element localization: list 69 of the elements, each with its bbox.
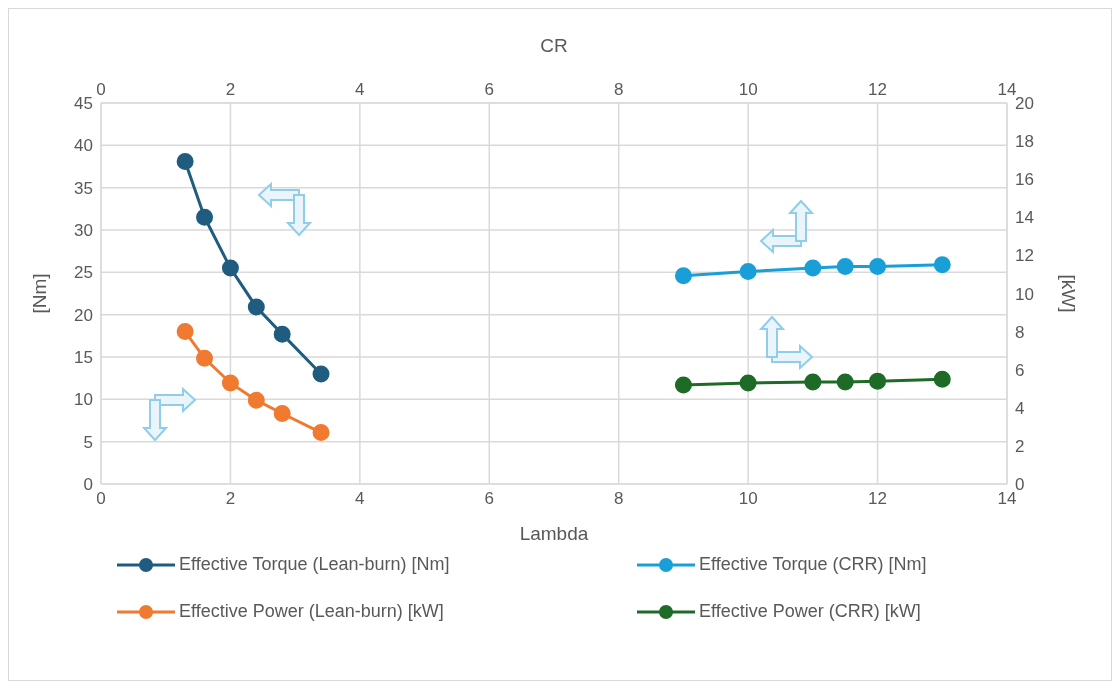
legend-label: Effective Torque (Lean-burn) [Nm] <box>179 554 450 575</box>
point <box>836 257 854 275</box>
x2-tick-label: 14 <box>997 489 1017 509</box>
x2-tick-label: 6 <box>484 489 495 509</box>
y-tick-label: 45 <box>74 94 93 114</box>
y-tick-label: 15 <box>74 348 93 368</box>
y-tick-label: 30 <box>74 221 93 241</box>
y-tick-label: 40 <box>74 136 93 156</box>
point <box>273 325 291 343</box>
y-tick-label: 5 <box>83 432 93 452</box>
point <box>176 152 194 170</box>
x2-tick-label: 2 <box>225 489 236 509</box>
y-tick-label: 10 <box>74 390 93 410</box>
x-tick-label: 10 <box>738 80 758 99</box>
x2-tick-label: 10 <box>738 489 758 509</box>
x2-tick-label: 8 <box>613 489 624 509</box>
y2-tick-label: 10 <box>1015 284 1034 304</box>
point <box>221 374 239 392</box>
point <box>869 372 887 390</box>
y-axis-title: [Nm] <box>28 273 50 314</box>
x-tick-label: 12 <box>868 80 888 99</box>
legend-label: Effective Power (Lean-burn) [kW] <box>179 601 444 622</box>
x2-tick-label: 12 <box>868 489 888 509</box>
y2-tick-label: 2 <box>1015 436 1025 456</box>
x-tick-label: 2 <box>225 80 236 99</box>
point <box>674 376 692 394</box>
y-tick-label: 35 <box>74 178 93 198</box>
y-tick-label: 0 <box>83 475 93 495</box>
point <box>804 373 822 391</box>
y2-tick-label: 0 <box>1015 475 1025 495</box>
point <box>176 323 194 341</box>
point <box>933 256 951 274</box>
point <box>933 370 951 388</box>
point <box>196 208 214 226</box>
point <box>674 267 692 285</box>
point <box>247 391 265 409</box>
x2-axis-title: CR <box>540 35 568 57</box>
y2-tick-label: 14 <box>1015 208 1034 228</box>
point <box>836 373 854 391</box>
point <box>221 259 239 277</box>
y2-tick-label: 4 <box>1015 398 1025 418</box>
x-tick-label: 4 <box>355 80 365 99</box>
x-axis-title: Lambda <box>519 523 589 544</box>
y2-tick-label: 6 <box>1015 360 1025 380</box>
point <box>273 405 291 423</box>
y2-axis-title: [kW] <box>1058 274 1080 313</box>
y2-tick-label: 18 <box>1015 132 1034 152</box>
point <box>196 349 214 367</box>
point <box>869 257 887 275</box>
x-tick-label: 14 <box>997 80 1017 99</box>
x-tick-label: 0 <box>96 80 106 99</box>
y-tick-label: 20 <box>74 305 93 325</box>
point <box>247 298 265 316</box>
y2-tick-label: 20 <box>1015 94 1034 114</box>
y-tick-label: 25 <box>74 263 93 283</box>
x-tick-label: 8 <box>613 80 624 99</box>
y2-tick-label: 16 <box>1015 170 1034 190</box>
y2-tick-label: 8 <box>1015 322 1025 342</box>
y2-tick-label: 12 <box>1015 246 1034 266</box>
legend-label: Effective Power (CRR) [kW] <box>699 601 921 622</box>
legend-label: Effective Torque (CRR) [Nm] <box>699 554 927 575</box>
x-tick-label: 6 <box>484 80 495 99</box>
point <box>739 262 757 280</box>
point <box>312 424 330 442</box>
x2-tick-label: 0 <box>96 489 106 509</box>
point <box>312 365 330 383</box>
point <box>804 259 822 277</box>
point <box>739 374 757 392</box>
x2-tick-label: 4 <box>355 489 365 509</box>
